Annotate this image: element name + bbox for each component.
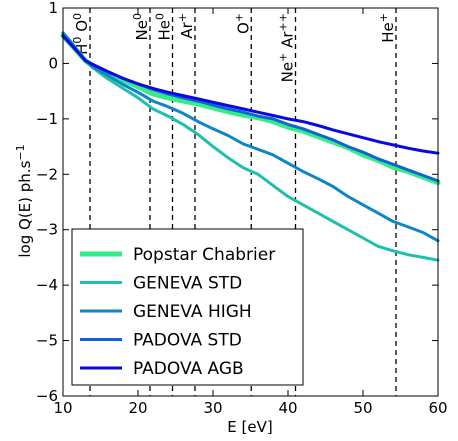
y-tick-label: −4: [36, 276, 58, 294]
y-axis-label: log Q(E) ph.s−1: [14, 144, 34, 257]
edge-label-sup: +: [176, 13, 189, 22]
edge-label-sup: 0: [154, 13, 167, 20]
y-tick-label: 0: [48, 54, 58, 72]
edge-label-5: Ne+ Ar++: [277, 13, 297, 82]
legend-label-0: Popstar Chabrier: [133, 245, 275, 265]
x-tick-label: 50: [353, 399, 372, 417]
y-tick-label: −1: [36, 110, 58, 128]
legend-label-2: GENEVA HIGH: [133, 302, 252, 322]
edge-label-0: H0 O0: [71, 13, 91, 55]
x-tick-label: 40: [278, 399, 297, 417]
edge-label-sup: +: [377, 13, 390, 22]
series-line-2: [61, 31, 440, 243]
edge-label-4: O+: [232, 13, 252, 34]
edge-label-base: He: [156, 20, 174, 41]
edge-label-second-sup: ++: [277, 13, 290, 31]
legend: Popstar Chabrier GENEVA STD GENEVA HIGH PAD…: [71, 228, 304, 386]
edge-label-2: He0: [154, 13, 174, 41]
edge-label-3: Ar+: [176, 13, 196, 39]
legend-label-3: PADOVA STD: [133, 331, 242, 351]
edge-label-second-sup: 0: [71, 13, 84, 20]
x-axis-label: E [eV]: [227, 418, 272, 436]
plot-frame: [62, 7, 439, 397]
y-tick-label: −3: [36, 221, 58, 239]
edge-label-base: H: [73, 44, 91, 55]
edge-label-base: Ne: [279, 62, 297, 82]
edge-label-base: He: [379, 22, 397, 43]
series-line-1: [61, 31, 440, 262]
series-line-4: [61, 34, 440, 155]
edge-label-base: O: [234, 22, 252, 34]
x-tick-label: 10: [53, 399, 72, 417]
series-lines: [60, 31, 441, 262]
x-tick-label: 60: [428, 399, 447, 417]
y-axis-label-sup: −1: [14, 144, 27, 160]
edge-label-6: He+: [377, 13, 397, 43]
edge-label-1: Ne0: [131, 13, 151, 40]
y-tick-label: 1: [48, 0, 58, 17]
x-tick-label: 20: [128, 399, 147, 417]
edge-label-base: Ne: [133, 20, 151, 40]
y-tick-label: −6: [36, 387, 58, 405]
edge-label-sup: +: [232, 13, 245, 22]
y-axis-label-main: log Q(E) ph.s: [16, 160, 34, 257]
legend-label-1: GENEVA STD: [133, 274, 242, 294]
y-tick-label: −2: [36, 165, 58, 183]
x-tick-label: 30: [203, 399, 222, 417]
edge-label-base: Ar: [178, 21, 196, 38]
edge-label-second-base: O: [73, 20, 91, 37]
legend-label-4: PADOVA AGB: [133, 359, 244, 379]
edge-label-second-base: Ar: [279, 31, 297, 53]
edge-label-sup: +: [277, 53, 290, 62]
edge-label-sup: 0: [71, 37, 84, 44]
y-tick-label: −5: [36, 332, 58, 350]
edge-label-sup: 0: [131, 13, 144, 20]
